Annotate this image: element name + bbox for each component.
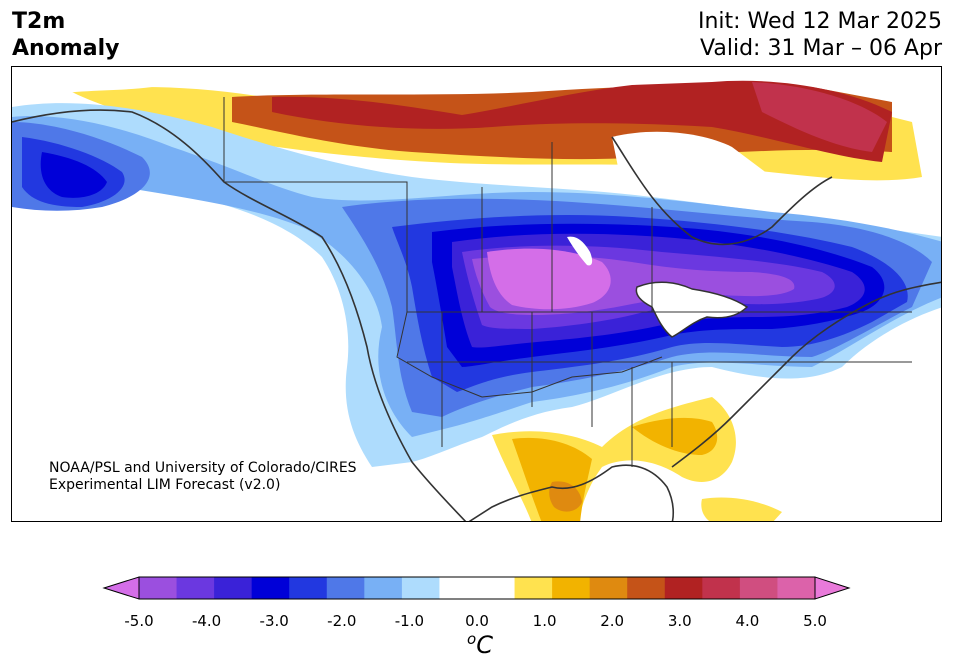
warm-anomaly-caribbean [701, 497, 782, 521]
colorbar-cell [589, 577, 628, 599]
credit-text: NOAA/PSL and University of Colorado/CIRE… [49, 460, 357, 494]
colorbar-cell [552, 577, 591, 599]
warm-anomaly-arctic-red [272, 80, 892, 162]
colorbar-cell [664, 577, 703, 599]
colorbar-tick-label: -3.0 [259, 612, 289, 630]
colorbar-cell [739, 577, 778, 599]
colorbar-cell [176, 577, 215, 599]
colorbar-min-extension [102, 576, 140, 600]
colorbar-cell [139, 577, 178, 599]
colorbar-tick-label: 2.0 [600, 612, 625, 630]
colorbar-cell [439, 577, 478, 599]
colorbar-tick-label: 5.0 [803, 612, 827, 630]
title-line-1: T2m [12, 9, 66, 34]
valid-period: Valid: 31 Mar – 06 Apr [700, 36, 942, 61]
colorbar [102, 576, 851, 600]
colorbar-tick-label: 0.0 [465, 612, 489, 630]
anomaly-map: NOAA/PSL and University of Colorado/CIRE… [11, 66, 942, 522]
colorbar-tick-label: -5.0 [124, 612, 154, 630]
colorbar-tick-label: -1.0 [394, 612, 425, 630]
colorbar-max-extension [814, 576, 851, 600]
cold-anomaly-core-magenta [487, 248, 611, 310]
unit-degree: o [467, 630, 477, 648]
colorbar-cell [627, 577, 666, 599]
colorbar-cells [139, 577, 816, 599]
colorbar-cell [214, 577, 253, 599]
colorbar-tick-label: 3.0 [667, 612, 692, 630]
colorbar-tick-label: 1.0 [532, 612, 557, 630]
colorbar-cell [777, 577, 816, 599]
colorbar-cell [364, 577, 403, 599]
init-date: Init: Wed 12 Mar 2025 [697, 9, 942, 34]
colorbar-tick-label: -4.0 [191, 612, 222, 630]
title-line-2: Anomaly [12, 36, 120, 61]
map-title: T2m Anomaly [12, 8, 119, 62]
colorbar-cell [477, 577, 516, 599]
unit-base: C [476, 631, 493, 659]
credit-line-1: NOAA/PSL and University of Colorado/CIRE… [49, 460, 357, 476]
colorbar-cell [401, 577, 440, 599]
colorbar-cell [289, 577, 328, 599]
colorbar-cell [326, 577, 365, 599]
warm-anomaly-south-orange [549, 481, 582, 512]
colorbar-tick-label: -2.0 [327, 612, 357, 630]
colorbar-cell [514, 577, 553, 599]
map-svg [12, 67, 941, 521]
warm-anomaly-arctic-crimson [752, 82, 887, 152]
lake-winnipeg [567, 236, 593, 266]
coastlines [12, 109, 941, 521]
colorbar-cell [251, 577, 290, 599]
border-lines [223, 97, 912, 467]
credit-line-2: Experimental LIM Forecast (v2.0) [49, 477, 281, 493]
forecast-dates: Init: Wed 12 Mar 2025 Valid: 31 Mar – 06… [698, 8, 942, 62]
colorbar-cell [702, 577, 741, 599]
colorbar-outline [138, 576, 816, 600]
unit-label: oC [460, 630, 500, 659]
colorbar-tick-label: 4.0 [735, 612, 760, 630]
arctic-land-gap [12, 67, 372, 107]
